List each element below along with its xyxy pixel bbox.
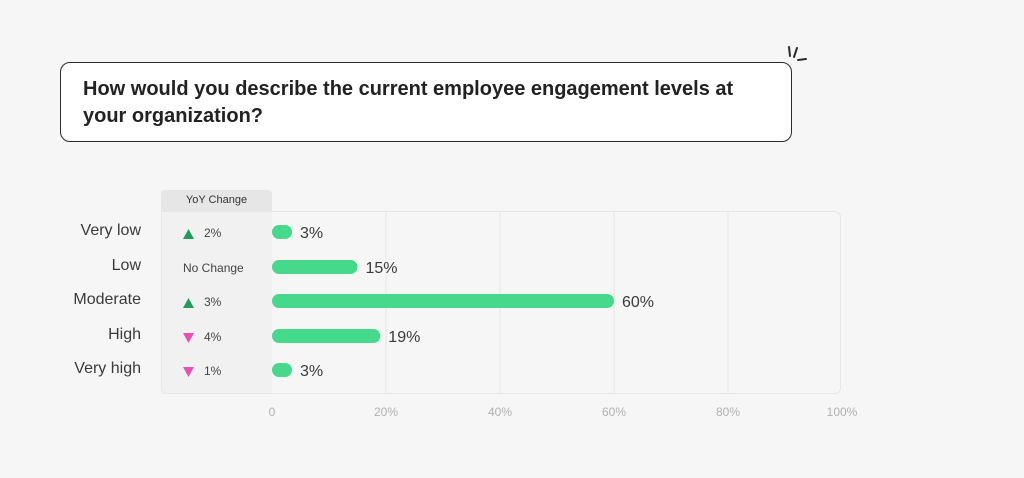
bar — [272, 294, 614, 308]
category-label: High — [108, 326, 141, 343]
bar — [272, 329, 381, 343]
yoy-column — [161, 211, 272, 394]
bar-value-label: 3% — [300, 363, 323, 380]
bar-value-label: 3% — [300, 225, 323, 242]
x-tick-label: 0 — [269, 405, 276, 419]
question-text: How would you describe the current emplo… — [83, 78, 734, 127]
yoy-item: 3% — [161, 295, 272, 311]
yoy-percent: 3% — [204, 295, 222, 309]
question-box: How would you describe the current emplo… — [60, 62, 792, 142]
x-tick-label: 60% — [602, 405, 626, 419]
bar — [272, 363, 292, 377]
category-label: Very low — [80, 222, 141, 239]
yoy-header: YoY Change — [161, 190, 272, 211]
yoy-no-change-label: No Change — [183, 261, 244, 275]
yoy-percent: 1% — [204, 364, 222, 378]
triangle-down-icon — [183, 367, 194, 377]
x-tick-label: 20% — [374, 405, 398, 419]
yoy-item: 2% — [161, 226, 272, 242]
yoy-item: No Change — [161, 261, 272, 277]
triangle-down-icon — [183, 333, 194, 343]
bar — [272, 260, 358, 274]
plot-panel — [161, 211, 841, 394]
yoy-item: 1% — [161, 364, 272, 380]
bar-value-label: 60% — [622, 294, 654, 311]
category-label: Very high — [74, 360, 141, 377]
category-label: Low — [111, 257, 141, 274]
sparkle-icon — [788, 46, 807, 61]
bar-value-label: 15% — [366, 260, 398, 277]
yoy-percent: 4% — [204, 330, 222, 344]
bar-value-label: 19% — [388, 329, 420, 346]
category-label: Moderate — [73, 291, 141, 308]
yoy-item: 4% — [161, 330, 272, 346]
bar — [272, 225, 292, 239]
x-tick-label: 80% — [716, 405, 740, 419]
triangle-up-icon — [183, 229, 194, 239]
x-tick-label: 40% — [488, 405, 512, 419]
yoy-percent: 2% — [204, 226, 222, 240]
triangle-up-icon — [183, 298, 194, 308]
x-tick-label: 100% — [827, 405, 858, 419]
